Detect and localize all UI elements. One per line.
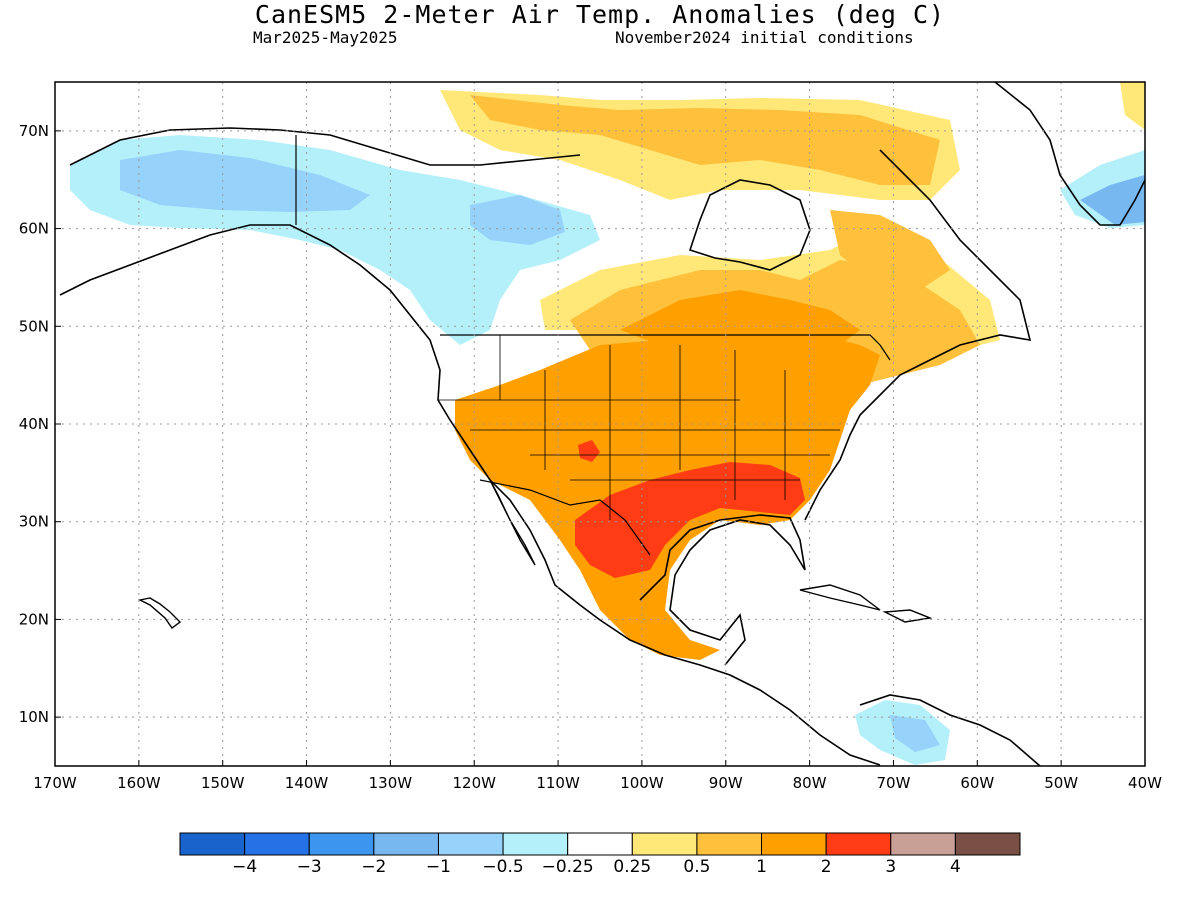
- coastline-south-america: [859, 694, 1041, 766]
- anomaly-field: [59, 82, 1145, 766]
- colorbar: −4 −3 −2 −1 −0.5 −0.25 0.25 0.5 1 2 3 4: [179, 832, 1021, 877]
- coastline-hudson-bay: [688, 179, 811, 271]
- gridlines: [55, 82, 1145, 766]
- colorbar-label: 4: [950, 857, 961, 877]
- lon-tick-label: 110W: [536, 774, 580, 792]
- colorbar-swatch: [890, 832, 956, 856]
- coastline-north-america: [59, 224, 881, 766]
- colorbar-swatch: [437, 832, 504, 856]
- lat-tick-label: 30N: [19, 513, 49, 531]
- lon-tick-label: 100W: [620, 774, 664, 792]
- colorbar-label: −0.5: [482, 857, 523, 877]
- colorbar-label: 0.25: [613, 857, 651, 877]
- region-colorado-hot: [578, 440, 600, 462]
- colorbar-swatch: [567, 832, 633, 856]
- lon-tick-label: 40W: [1128, 774, 1162, 792]
- border-us-canada: [440, 334, 891, 361]
- coastline-greenland: [994, 82, 1145, 226]
- lat-tick-label: 40N: [19, 415, 49, 433]
- coastline-baja: [489, 479, 536, 566]
- colorbar-swatch: [244, 832, 310, 856]
- lon-tick-label: 60W: [960, 774, 994, 792]
- colorbar-swatch: [373, 832, 439, 856]
- colorbar-label: 3: [885, 857, 896, 877]
- initial-conditions: November2024 initial conditions: [615, 28, 914, 47]
- lon-tick-label: 160W: [117, 774, 161, 792]
- border-us-mexico: [479, 479, 651, 556]
- lat-tick-label: 10N: [19, 708, 49, 726]
- region-south-central-hot: [575, 462, 805, 578]
- colorbar-swatch: [308, 832, 375, 856]
- us-state-lines: [438, 335, 840, 520]
- longitude-axis: 170W 160W 150W 140W 130W 120W 110W 100W 90W 80W 70…: [33, 760, 1162, 792]
- lat-tick-label: 70N: [19, 122, 49, 140]
- colorbar-label: −0.25: [542, 857, 594, 877]
- colorbar-swatch: [502, 832, 569, 856]
- coastline-alaska-north: [69, 127, 581, 166]
- region-caribbean-cool: [890, 715, 940, 752]
- lon-tick-label: 120W: [452, 774, 496, 792]
- forecast-period: Mar2025-May2025: [253, 28, 398, 47]
- colorbar-label: −2: [361, 857, 386, 877]
- latitude-axis: 10N 20N 30N 40N 50N 60N 70N: [19, 122, 61, 726]
- lon-tick-label: 80W: [793, 774, 827, 792]
- colorbar-swatch: [825, 832, 892, 856]
- colorbar-swatch: [954, 832, 1021, 856]
- lon-tick-label: 70W: [877, 774, 911, 792]
- region-alaska-interior-cool: [120, 150, 370, 212]
- lon-tick-label: 170W: [33, 774, 77, 792]
- region-canada-core-warm: [620, 290, 860, 345]
- colorbar-label: 0.5: [683, 857, 710, 877]
- lon-tick-label: 140W: [285, 774, 329, 792]
- region-arctic-warm-b: [470, 95, 940, 185]
- region-nwt-cool: [470, 195, 565, 245]
- colorbar-swatch: [631, 832, 698, 856]
- coastline-atlantic: [804, 149, 1032, 521]
- lat-tick-label: 20N: [19, 610, 49, 628]
- coastline-cuba: [799, 584, 881, 611]
- colorbar-swatch: [761, 832, 827, 856]
- lon-tick-label: 50W: [1044, 774, 1078, 792]
- lat-tick-label: 60N: [19, 220, 49, 238]
- lat-tick-label: 50N: [19, 317, 49, 335]
- colorbar-label: −4: [232, 857, 257, 877]
- map-title: CanESM5 2-Meter Air Temp. Anomalies (deg…: [254, 0, 946, 29]
- region-greenland-cooler: [1080, 175, 1145, 225]
- lon-tick-label: 90W: [709, 774, 743, 792]
- lon-tick-label: 130W: [369, 774, 413, 792]
- coastline-hawaii: [137, 597, 182, 629]
- colorbar-label: 2: [821, 857, 832, 877]
- colorbar-label: −1: [426, 857, 451, 877]
- lon-tick-label: 150W: [201, 774, 245, 792]
- colorbar-label: 1: [756, 857, 767, 877]
- colorbar-swatch: [696, 832, 763, 856]
- coastline-gulf: [639, 514, 806, 666]
- coastline-hispaniola: [882, 609, 933, 623]
- colorbar-label: −3: [297, 857, 322, 877]
- region-quebec-warm: [830, 210, 950, 290]
- region-greenland-east-warm: [1120, 82, 1145, 130]
- colorbar-swatch: [179, 832, 246, 856]
